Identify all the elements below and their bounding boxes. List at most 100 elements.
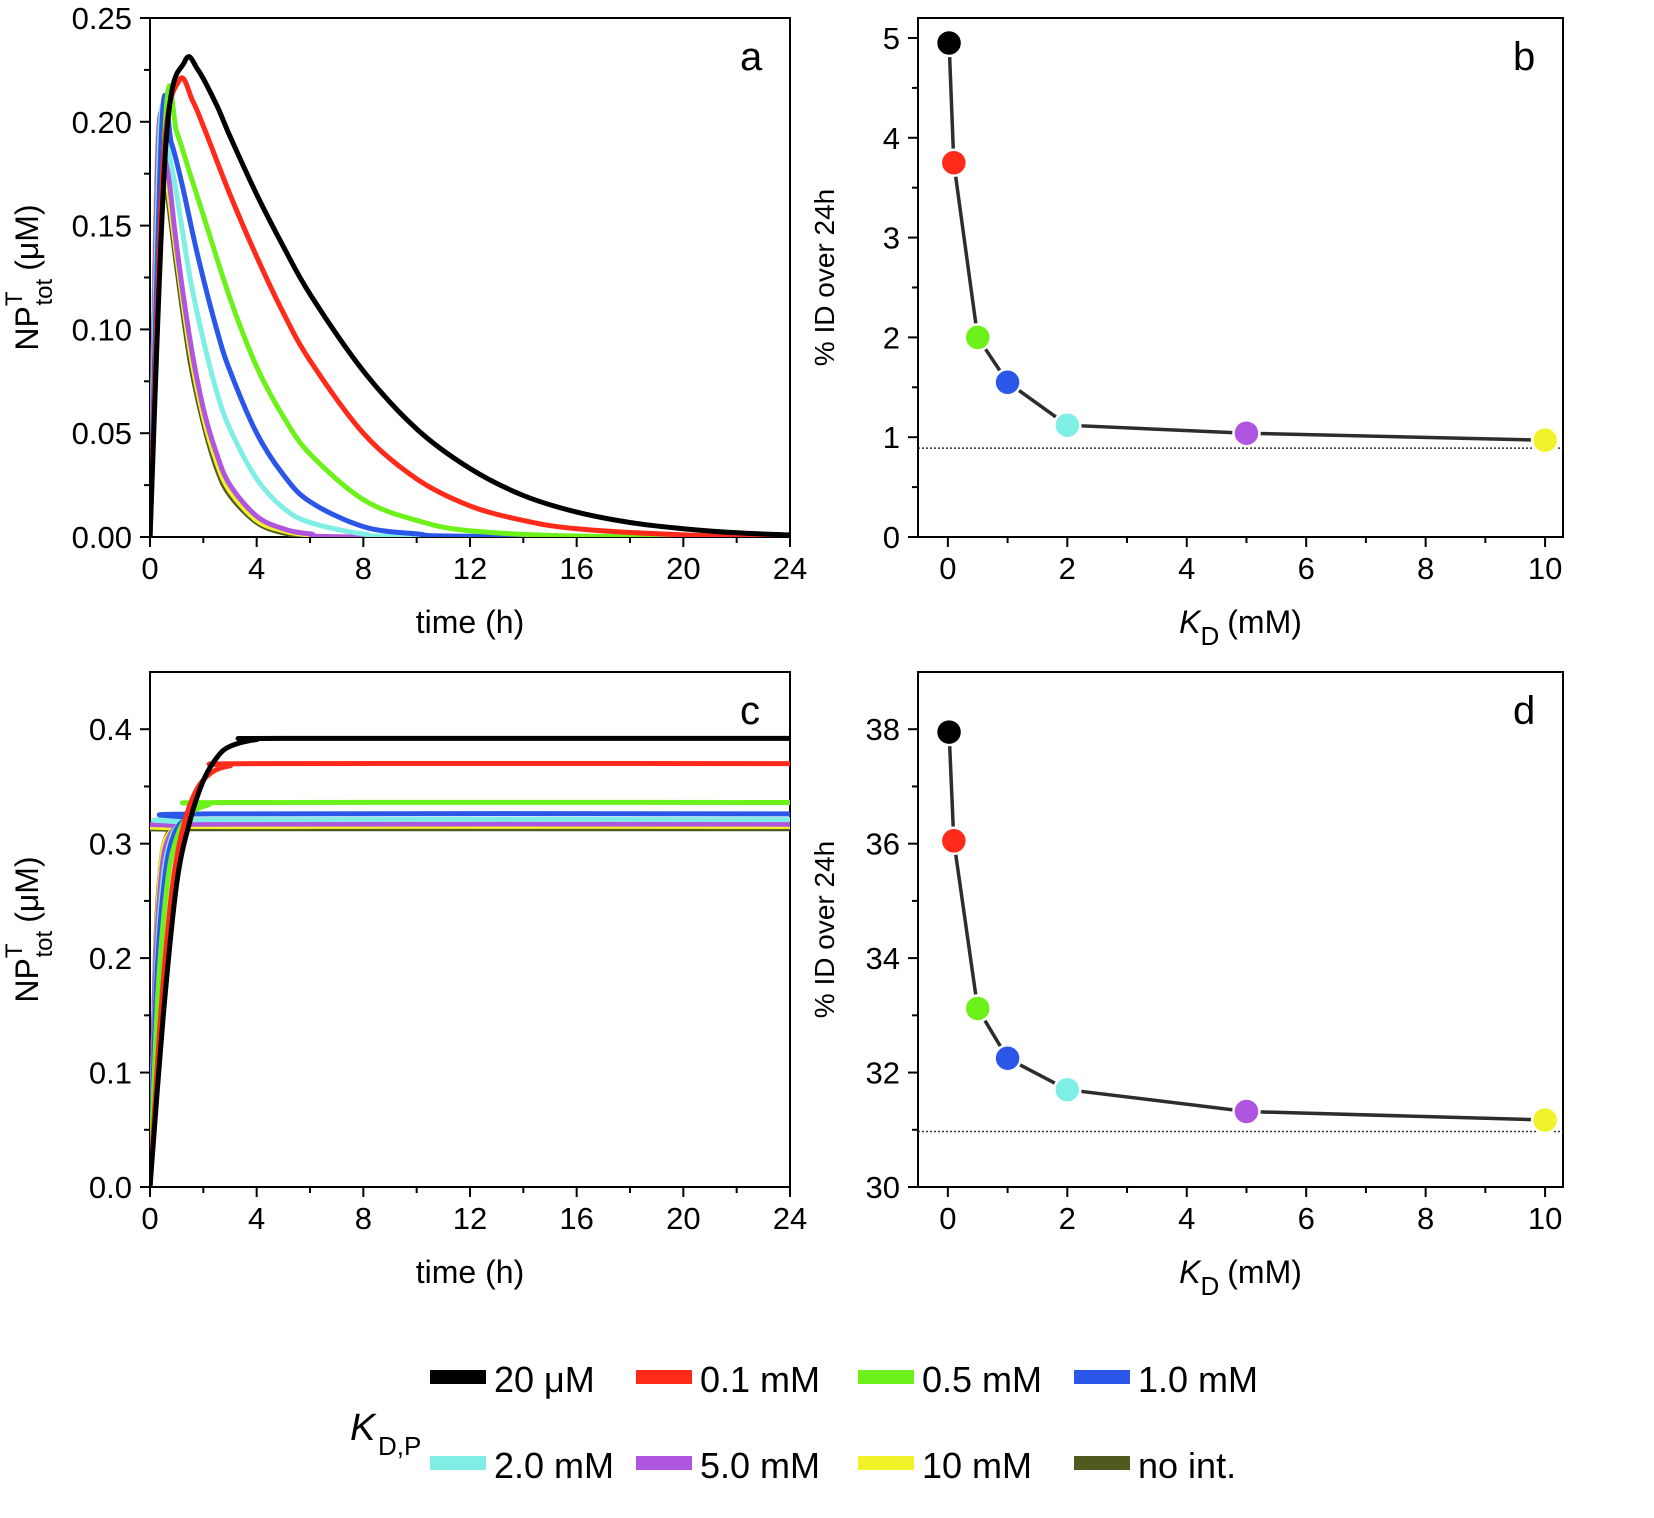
data-point-4 — [1053, 410, 1082, 440]
legend-label-0: 20 μM — [494, 1359, 595, 1400]
x-tick-label: 10 — [1528, 551, 1562, 586]
x-tick-label: 24 — [773, 1201, 807, 1236]
y-tick-label: 0.05 — [72, 416, 132, 451]
x-tick-label: 20 — [666, 551, 700, 586]
x-tick-label: 4 — [248, 551, 265, 586]
data-point-6 — [1530, 1105, 1560, 1135]
legend-swatch-0 — [430, 1370, 486, 1384]
y-axis-label-subscript: tot — [31, 930, 58, 957]
legend-label-1: 0.1 mM — [700, 1359, 820, 1400]
x-tick-label: 12 — [453, 551, 487, 586]
y-axis-label-main: NP — [9, 958, 45, 1002]
y-tick-label: 3 — [883, 221, 900, 256]
legend-swatch-2 — [858, 1370, 914, 1384]
y-axis-label-subscript: tot — [31, 278, 58, 305]
legend-label-7: no int. — [1138, 1445, 1236, 1486]
series-line-5 — [150, 799, 790, 1187]
y-tick-label: 0.0 — [89, 1170, 132, 1205]
y-tick-label: 0.4 — [89, 712, 132, 747]
series-line-4 — [150, 811, 790, 1187]
x-tick-label: 0 — [939, 1201, 956, 1236]
x-tick-label: 0 — [141, 1201, 158, 1236]
x-tick-label: 6 — [1298, 551, 1315, 586]
series-line-2 — [150, 821, 790, 1187]
x-tick-label: 8 — [1417, 551, 1434, 586]
legend-label-4: 2.0 mM — [494, 1445, 614, 1486]
plot-frame — [149, 671, 791, 1188]
x-axis-label: time (h) — [416, 604, 524, 640]
series-line-0 — [150, 826, 790, 1187]
series-line-7 — [150, 735, 790, 1187]
x-tick-label: 8 — [355, 551, 372, 586]
data-point-3 — [993, 368, 1022, 397]
x-tick-label: 0 — [141, 551, 158, 586]
series-line-5 — [150, 83, 790, 537]
y-tick-label: 0 — [883, 520, 900, 555]
connecting-line — [947, 732, 1546, 1122]
legend-swatch-6 — [858, 1456, 914, 1470]
y-tick-label: 5 — [883, 21, 900, 56]
legend-swatch-4 — [430, 1456, 486, 1470]
y-tick-label: 0.1 — [89, 1056, 132, 1091]
legend-label-3: 1.0 mM — [1138, 1359, 1258, 1400]
y-axis-label: NPT tot (μM) — [1, 856, 58, 1002]
data-point-5 — [1232, 1097, 1261, 1126]
x-tick-label: 0 — [939, 551, 956, 586]
y-axis-label: % ID over 24h — [809, 189, 840, 366]
x-axis-label-main: K — [1179, 604, 1202, 640]
x-tick-label: 2 — [1059, 1201, 1076, 1236]
x-tick-label: 6 — [1298, 1201, 1315, 1236]
y-tick-label: 1 — [883, 420, 900, 455]
y-tick-label: 2 — [883, 320, 900, 355]
x-axis-label-unit: (mM) — [1227, 604, 1302, 640]
legend-swatch-5 — [636, 1456, 692, 1470]
connecting-line — [947, 42, 1546, 442]
panel-label: b — [1513, 35, 1535, 79]
y-tick-label: 0.2 — [89, 941, 132, 976]
legend-swatch-1 — [636, 1370, 692, 1384]
series-line-1 — [150, 113, 790, 537]
x-axis-label-subscript: D — [1200, 1271, 1219, 1301]
data-point-0 — [934, 28, 964, 58]
x-tick-label: 2 — [1059, 551, 1076, 586]
series-line-7 — [150, 54, 790, 537]
y-tick-label: 30 — [866, 1170, 900, 1205]
y-tick-label: 0.10 — [72, 312, 132, 347]
x-axis-label: time (h) — [416, 1254, 524, 1290]
y-tick-label: 4 — [883, 121, 900, 156]
panel-b: 0 2 4 6 8 10 0 1 2 3 4 5 b KD (mM) % ID over 24h — [809, 17, 1564, 651]
legend: K D,P 20 μM 0.1 mM 0.5 mM 1.0 mM 2.0 mM 5.0 m… — [350, 1359, 1258, 1486]
series-line-3 — [150, 816, 790, 1187]
x-axis-label: KD (mM) — [1179, 1254, 1302, 1301]
y-tick-label: 34 — [866, 941, 900, 976]
y-tick-label: 32 — [866, 1056, 900, 1091]
x-axis-label-unit: (mM) — [1227, 1254, 1302, 1290]
y-tick-label: 0.15 — [72, 209, 132, 244]
x-tick-label: 16 — [559, 551, 593, 586]
panel-label: a — [740, 35, 763, 79]
y-tick-label: 0.20 — [72, 105, 132, 140]
data-point-2 — [963, 323, 992, 352]
y-axis-label-superscript: T — [1, 291, 28, 306]
panel-label: c — [740, 689, 760, 733]
y-tick-label: 0.25 — [72, 1, 132, 36]
legend-title-subscript: D,P — [378, 1431, 421, 1461]
y-axis-label-unit: (μM) — [9, 856, 45, 922]
plot-frame — [917, 17, 1564, 538]
x-tick-label: 16 — [559, 1201, 593, 1236]
x-axis-label-subscript: D — [1200, 621, 1219, 651]
legend-label-6: 10 mM — [922, 1445, 1032, 1486]
x-tick-label: 12 — [453, 1201, 487, 1236]
series-line-0 — [150, 119, 790, 537]
data-point-0 — [934, 717, 964, 747]
x-axis-label-main: K — [1179, 1254, 1202, 1290]
y-tick-label: 0.3 — [89, 827, 132, 862]
plot-frame — [917, 671, 1564, 1188]
data-point-6 — [1530, 425, 1560, 455]
legend-swatch-3 — [1074, 1370, 1130, 1384]
data-point-1 — [939, 826, 969, 856]
panel-label: d — [1513, 689, 1535, 733]
x-tick-label: 20 — [666, 1201, 700, 1236]
panel-c: 0 4 8 12 16 20 24 0.0 0.1 0.2 0.3 0.4 c time (h) NPT to… — [1, 671, 807, 1290]
